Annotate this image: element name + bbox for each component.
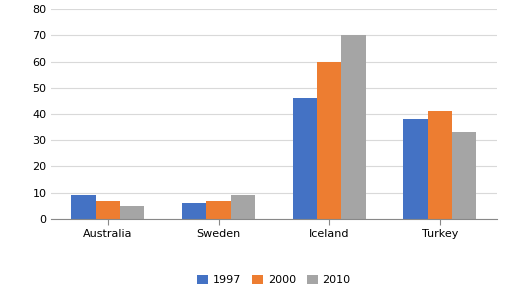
Bar — [182, 203, 206, 219]
Bar — [96, 201, 120, 219]
Bar — [428, 111, 452, 219]
Bar — [403, 119, 428, 219]
Bar — [231, 195, 255, 219]
Legend: 1997, 2000, 2010: 1997, 2000, 2010 — [193, 271, 355, 290]
Bar — [293, 98, 317, 219]
Bar — [72, 195, 96, 219]
Bar — [342, 35, 366, 219]
Bar — [452, 132, 476, 219]
Bar — [317, 61, 342, 219]
Bar — [206, 201, 231, 219]
Bar — [120, 206, 144, 219]
